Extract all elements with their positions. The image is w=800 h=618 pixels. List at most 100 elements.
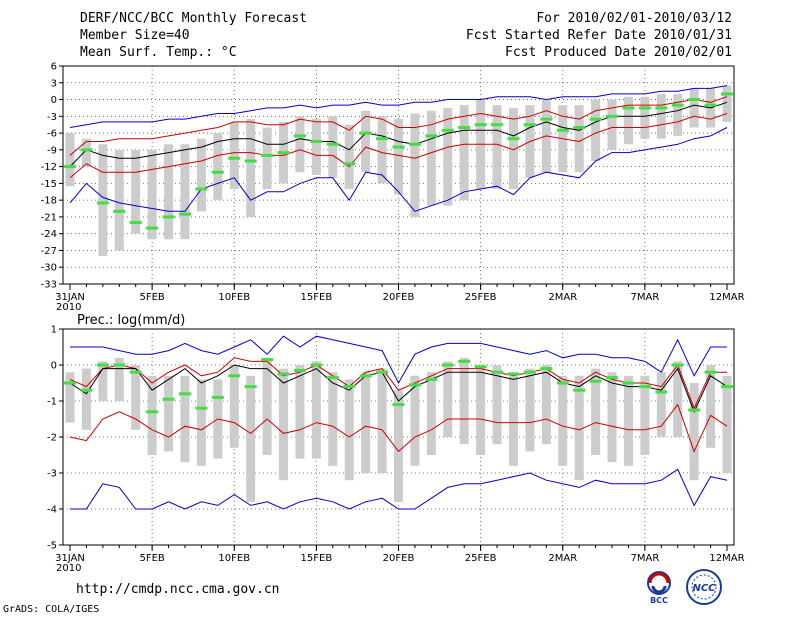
header-left: DERF/NCC/BCC Monthly Forecast Member Siz… (80, 10, 307, 61)
median-mark (261, 358, 274, 362)
y-tick-label: -24 (41, 229, 57, 240)
spread-box (98, 144, 108, 257)
spread-box (426, 372, 436, 455)
spread-box (722, 375, 732, 473)
median-mark (491, 370, 504, 374)
median-mark (622, 381, 635, 385)
median-mark (376, 370, 389, 374)
x-year-label: 2010 (56, 302, 81, 313)
y-tick-label: -12 (41, 162, 57, 173)
x-tick-label: 25FEB (465, 553, 497, 564)
median-mark (343, 162, 356, 166)
ensemble-mean-line (69, 364, 728, 414)
median-mark (408, 142, 421, 146)
median-mark (458, 125, 471, 129)
median-mark (704, 103, 717, 107)
median-mark (573, 125, 586, 129)
spread-box (328, 116, 338, 178)
spread-box (443, 107, 453, 206)
median-mark (129, 221, 142, 225)
spread-box (459, 105, 469, 201)
median-mark (178, 212, 191, 216)
spread-box (706, 365, 716, 448)
median-mark (310, 139, 323, 143)
x-tick-label: 31JAN (55, 553, 85, 564)
spread-box (377, 116, 387, 184)
source-url[interactable]: http://cmdp.ncc.cma.gov.cn (76, 582, 280, 597)
x-tick-label: 15FEB (301, 292, 333, 303)
median-mark (589, 117, 602, 121)
y-tick-label: -4 (47, 505, 57, 516)
median-mark (261, 153, 274, 157)
min-line (69, 127, 728, 212)
median-mark (671, 103, 684, 107)
median-mark (688, 98, 701, 102)
y-tick-label: -3 (47, 112, 57, 123)
median-mark (359, 374, 372, 378)
bcc-logo-text: BCC (650, 596, 668, 605)
median-mark (721, 92, 733, 96)
spread-box (394, 390, 403, 502)
x-tick-label: 10FEB (218, 553, 250, 564)
spread-box (147, 149, 157, 240)
spread-box (492, 365, 502, 445)
spread-box (180, 144, 190, 240)
median-mark (244, 159, 257, 163)
spread-box (492, 105, 502, 189)
x-tick-label: 5FEB (139, 292, 164, 303)
spread-box (328, 372, 338, 466)
median-mark (162, 397, 175, 401)
spread-box (656, 372, 666, 437)
y-tick-label: -15 (41, 179, 57, 190)
spread-box (607, 99, 617, 150)
median-mark (622, 106, 635, 110)
spread-box (394, 119, 403, 195)
median-mark (540, 117, 553, 121)
spread-box (673, 361, 683, 437)
median-mark (228, 156, 241, 160)
y-tick-label: 0 (51, 361, 57, 372)
spread-box (640, 375, 650, 455)
median-mark (523, 123, 536, 127)
median-mark (458, 359, 471, 363)
y-tick-label: -21 (41, 212, 57, 223)
spread-box (279, 368, 289, 481)
spread-box (410, 113, 420, 217)
x-tick-label: 31JAN (55, 292, 85, 303)
spread-box (311, 119, 321, 175)
plus-sd-line (69, 357, 727, 410)
y-tick-label: 6 (51, 62, 57, 73)
median-mark (146, 410, 159, 414)
median-mark (556, 128, 569, 132)
x-tick-label: 2MAR (548, 292, 577, 303)
median-mark (655, 390, 668, 394)
spread-box (689, 88, 699, 128)
median-mark (343, 385, 356, 389)
spread-box (311, 361, 321, 459)
median-mark (310, 363, 323, 367)
fcst-produced-date: Fcst Produced Date 2010/02/01 (505, 45, 732, 60)
median-mark (64, 381, 76, 385)
grads-credit: GrADS: COLA/IGES (3, 604, 100, 615)
spread-box (65, 133, 75, 187)
x-tick-label: 25FEB (465, 292, 497, 303)
plus-sd-line (69, 96, 728, 156)
median-mark (96, 201, 109, 205)
median-mark (326, 142, 339, 146)
forecast-period: For 2010/02/01-2010/03/12 (536, 11, 732, 26)
median-mark (606, 114, 619, 118)
median-mark (606, 376, 619, 380)
median-mark (293, 134, 306, 138)
median-mark (688, 408, 701, 412)
spread-box (196, 138, 206, 212)
spread-box (558, 375, 568, 466)
bcc-logo-icon: BCC (647, 571, 671, 605)
spread-box (246, 375, 256, 502)
minus-sd-line (69, 113, 728, 179)
ncc-logo: NCC (685, 568, 723, 606)
median-mark (211, 170, 224, 174)
spread-box (640, 96, 650, 139)
median-mark (638, 106, 651, 110)
